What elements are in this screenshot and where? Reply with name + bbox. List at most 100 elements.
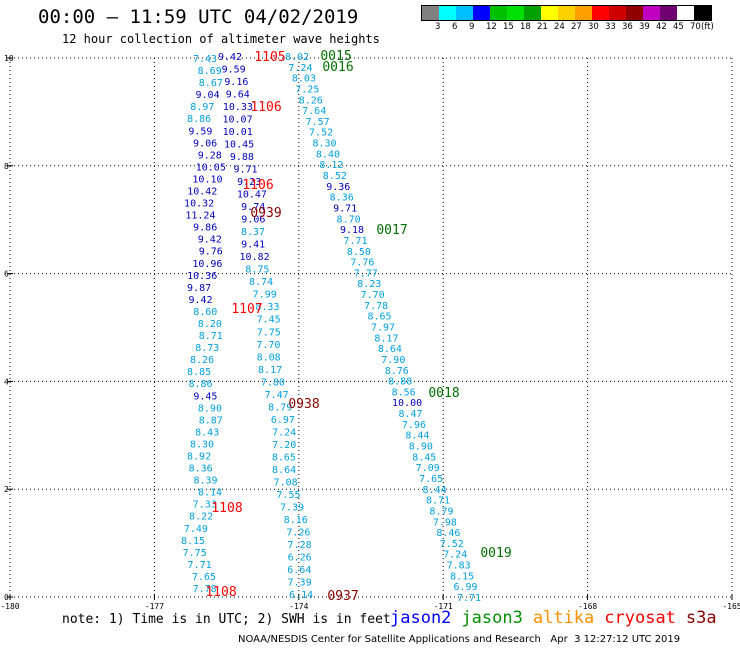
pass-time-label: 0938: [288, 397, 319, 412]
swh-reading: 7.52: [309, 128, 333, 139]
legend-swatch: [592, 6, 609, 20]
pass-time-label: 1107: [231, 302, 262, 317]
satellite-legend-cryosat: cryosat: [604, 608, 676, 628]
y-tick-label: 0: [4, 593, 9, 602]
swh-reading: 8.23: [357, 279, 381, 290]
pass-time-label: 1105: [254, 50, 285, 65]
swh-reading: 7.71: [343, 236, 367, 247]
swh-reading: 8.16: [284, 515, 308, 526]
legend-swatch: [541, 6, 558, 20]
swh-reading: 9.76: [199, 247, 223, 258]
footer-timestamp: Apr 3 12:27:12 UTC 2019: [550, 634, 681, 645]
x-tick-label: -171: [434, 602, 453, 610]
units-note: note: 1) Time is in UTC; 2) SWH is in fe…: [62, 612, 391, 627]
swh-reading: 8.97: [190, 102, 214, 113]
y-tick-label: 10: [4, 54, 14, 63]
swh-reading: 7.70: [361, 290, 385, 301]
legend-label: 15: [503, 22, 514, 32]
swh-reading: 8.46: [436, 528, 460, 539]
legend-swatch: [677, 6, 694, 20]
swh-reading: 8.26: [190, 355, 214, 366]
x-tick-label: -165: [722, 602, 740, 610]
swh-reading: 9.74: [241, 202, 265, 213]
pass-time-label: 1106: [250, 100, 281, 115]
swh-reading: 8.79: [268, 402, 292, 413]
x-tick-label: -177: [145, 602, 164, 610]
swh-reading: 9.36: [326, 182, 350, 193]
swh-reading: 7.24: [288, 63, 312, 74]
swh-reading: 9.42: [188, 295, 212, 306]
legend-swatch: [422, 6, 439, 20]
swh-reading: 7.96: [402, 420, 426, 431]
swh-reading: 7.64: [302, 106, 326, 117]
swh-reading: 7.97: [371, 323, 395, 334]
swh-reading: 7.25: [295, 84, 319, 95]
swh-reading: 7.39: [288, 577, 312, 588]
swh-reading: 8.33: [255, 302, 279, 313]
chart-subtitle: 12 hour collection of altimeter wave hei…: [62, 32, 380, 46]
chart-title: 00:00 – 11:59 UTC 04/02/2019: [38, 6, 359, 28]
pass-time-label: 1108: [205, 585, 236, 600]
swh-reading: 11.24: [185, 211, 215, 222]
swh-reading: 8.43: [195, 427, 219, 438]
swh-reading: 8.76: [385, 366, 409, 377]
swh-reading: 8.39: [193, 476, 217, 487]
satellite-legend-altika: altika: [532, 608, 595, 628]
legend-swatch: [456, 6, 473, 20]
legend-label: 21: [537, 22, 548, 32]
swh-reading: 7.28: [288, 540, 312, 551]
swh-reading: 7.47: [265, 390, 289, 401]
swh-reading: 8.17: [258, 365, 282, 376]
swh-reading: 8.73: [195, 343, 219, 354]
swh-reading: 10.36: [187, 271, 217, 282]
swh-reading: 8.90: [198, 403, 222, 414]
satellite-legend: jason2 jason3 altika cryosat s3a: [390, 608, 727, 628]
swh-reading: 9.45: [193, 391, 217, 402]
legend-swatch: [609, 6, 626, 20]
legend-label: 42: [656, 22, 667, 32]
swh-reading: 8.44: [405, 431, 429, 442]
swh-reading: 6.14: [289, 590, 313, 601]
legend-label: 12: [486, 22, 497, 32]
swh-reading: 7.98: [433, 517, 457, 528]
legend-swatch: [643, 6, 660, 20]
swh-reading: 8.88: [388, 377, 412, 388]
legend-swatch: [660, 6, 677, 20]
swh-reading: 10.47: [237, 190, 267, 201]
swh-reading: 7.83: [447, 561, 471, 572]
swh-reading: 8.65: [368, 312, 392, 323]
satellite-legend-jason2: jason2: [390, 608, 452, 628]
legend-swatch: [507, 6, 524, 20]
swh-reading: 7.75: [183, 548, 207, 559]
legend-label: 36: [622, 22, 633, 32]
pass-time-label: 1106: [242, 178, 273, 193]
swh-reading: 9.59: [222, 65, 246, 76]
swh-reading: 9.71: [233, 165, 257, 176]
swh-reading: 8.92: [187, 452, 211, 463]
legend-label: 6: [452, 22, 458, 32]
footer: NOAA/NESDIS Center for Satellite Applica…: [238, 634, 680, 645]
x-tick-label: -180: [0, 602, 19, 610]
swh-reading: 8.86: [189, 379, 213, 390]
swh-reading: 7.65: [419, 474, 443, 485]
swh-reading: 7.70: [256, 340, 280, 351]
swh-reading: 8.17: [374, 333, 398, 344]
swh-reading: 9.04: [196, 90, 220, 101]
swh-reading: 7.39: [280, 502, 304, 513]
swh-reading: 9.41: [241, 240, 265, 251]
swh-reading: 10.10: [192, 174, 222, 185]
swh-reading: 8.71: [199, 331, 223, 342]
swh-reading: 8.60: [193, 307, 217, 318]
swh-reading: 8.37: [241, 227, 265, 238]
satellite-legend-s3a: s3a: [685, 608, 717, 628]
swh-reading: 8.71: [426, 496, 450, 507]
swh-reading: 8.20: [198, 319, 222, 330]
swh-reading: 7.45: [257, 315, 281, 326]
swh-reading: 8.44: [423, 485, 447, 496]
legend-swatch: [694, 6, 711, 20]
legend-swatch: [575, 6, 592, 20]
legend-swatch: [626, 6, 643, 20]
swh-reading: 10.07: [222, 115, 252, 126]
swh-reading: 8.64: [272, 465, 296, 476]
swh-reading: 10.05: [196, 162, 226, 173]
